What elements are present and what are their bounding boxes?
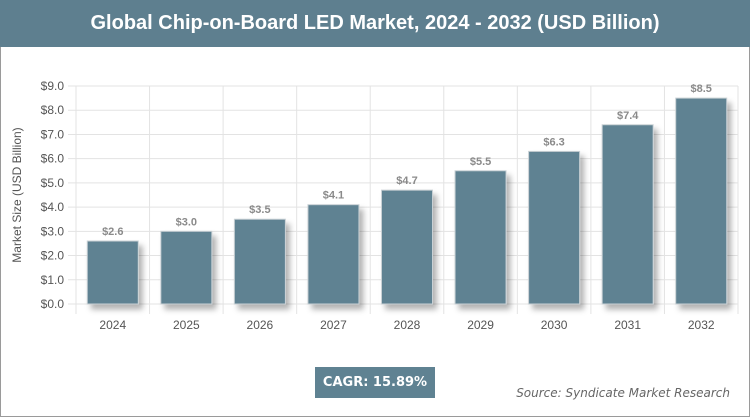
y-tick-label: $4.0 bbox=[41, 200, 65, 214]
y-tick-label: $2.0 bbox=[41, 249, 65, 263]
bar bbox=[528, 150, 581, 305]
x-tick-label: 2028 bbox=[394, 318, 421, 332]
bar bbox=[675, 97, 728, 305]
x-tick-label: 2031 bbox=[614, 318, 641, 332]
y-tick-label: $6.0 bbox=[41, 152, 65, 166]
y-tick-label: $3.0 bbox=[41, 224, 65, 238]
bar bbox=[381, 189, 433, 305]
chart-title: Global Chip-on-Board LED Market, 2024 - … bbox=[0, 0, 750, 47]
y-tick-label: $5.0 bbox=[41, 176, 65, 190]
y-tick-label: $8.0 bbox=[41, 103, 65, 117]
x-tick-label: 2024 bbox=[99, 318, 126, 332]
data-label: $2.6 bbox=[102, 226, 123, 238]
cagr-badge: CAGR: 15.89% bbox=[315, 367, 435, 398]
y-axis-label: Market Size (USD Billion) bbox=[10, 127, 24, 262]
source-note: Source: Syndicate Market Research bbox=[516, 386, 730, 400]
data-label: $5.5 bbox=[470, 156, 491, 168]
y-tick-label: $1.0 bbox=[41, 273, 65, 287]
data-label: $3.5 bbox=[249, 204, 270, 216]
bar bbox=[86, 240, 139, 305]
x-tick-label: 2027 bbox=[320, 318, 347, 332]
y-tick-label: $9.0 bbox=[41, 79, 65, 93]
x-tick-label: 2032 bbox=[688, 318, 715, 332]
data-label: $3.0 bbox=[176, 216, 197, 228]
x-tick-label: 2030 bbox=[541, 318, 568, 332]
data-label: $7.4 bbox=[617, 110, 639, 122]
y-tick-label: $7.0 bbox=[41, 127, 65, 141]
x-tick-label: 2029 bbox=[467, 318, 494, 332]
x-tick-label: 2025 bbox=[173, 318, 200, 332]
data-label: $8.5 bbox=[691, 83, 712, 95]
bar bbox=[160, 230, 213, 305]
data-label: $6.3 bbox=[543, 136, 564, 148]
y-tick-label: $0.0 bbox=[41, 297, 65, 311]
bar bbox=[307, 204, 360, 305]
data-label: $4.7 bbox=[396, 175, 417, 187]
data-label: $4.1 bbox=[323, 190, 344, 202]
bar bbox=[454, 170, 507, 305]
bar bbox=[233, 218, 286, 305]
x-tick-label: 2026 bbox=[247, 318, 274, 332]
bar bbox=[601, 124, 654, 305]
